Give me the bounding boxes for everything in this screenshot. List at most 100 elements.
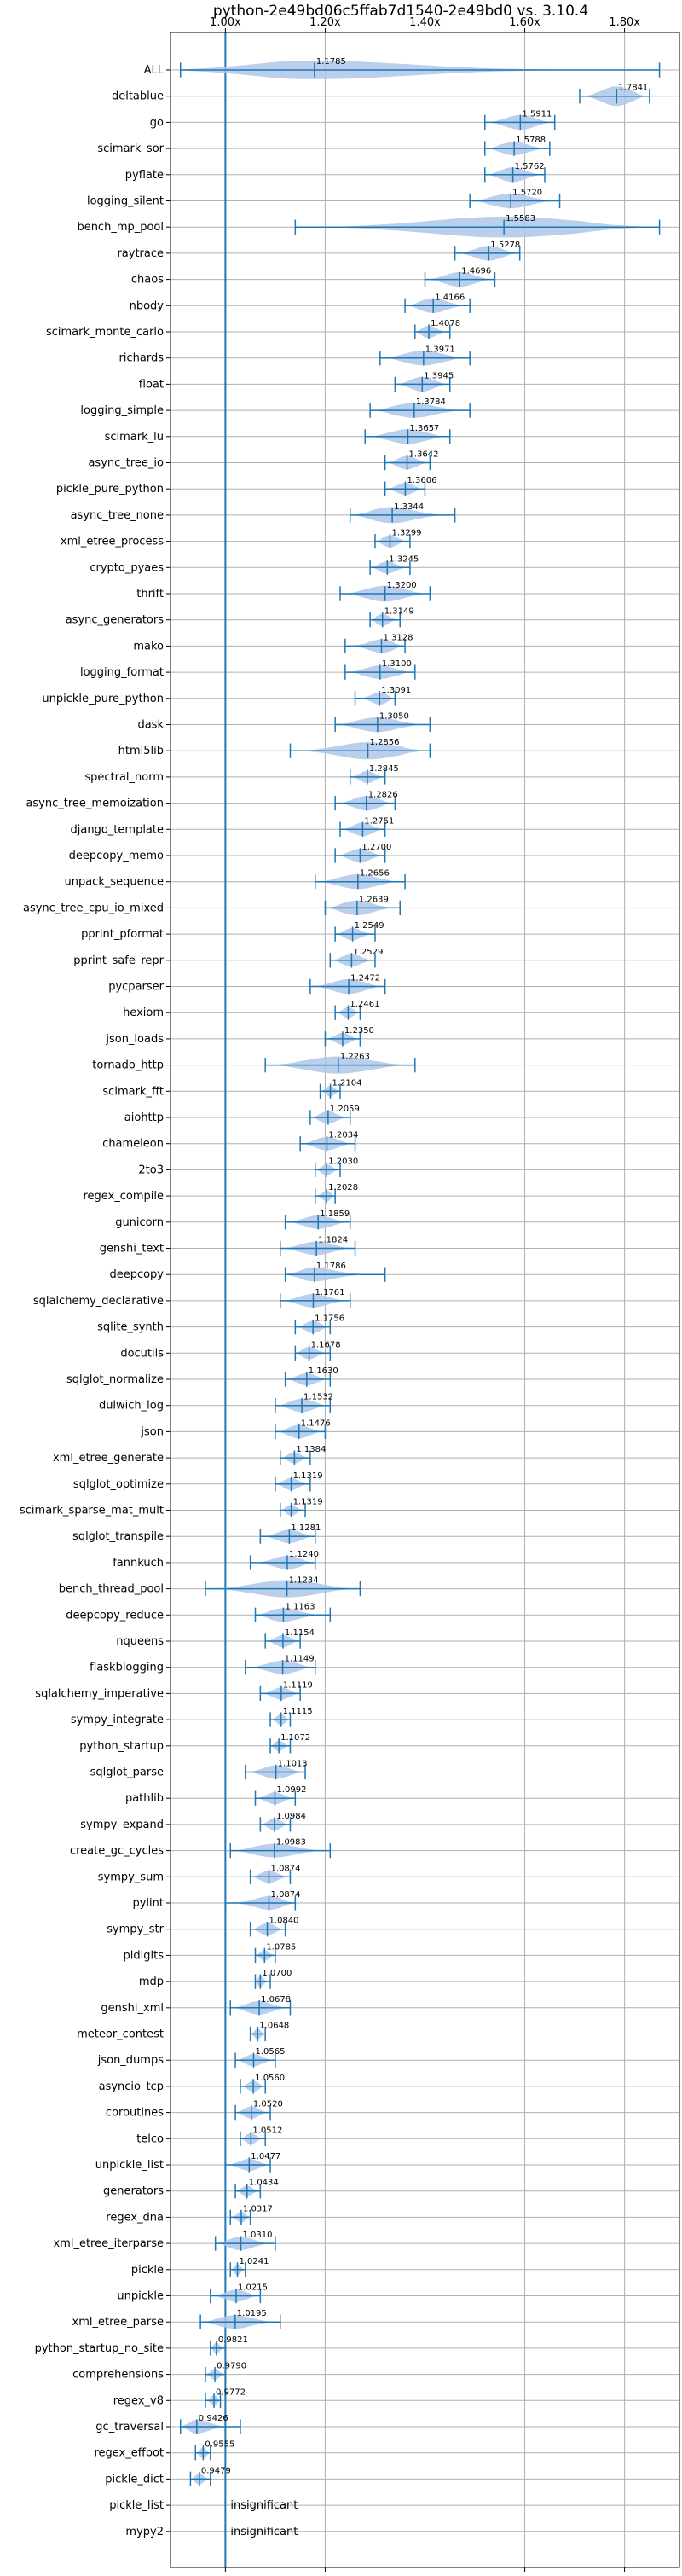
benchmark-label: hexiom (123, 1007, 164, 1019)
median-label: 1.5278 (490, 241, 520, 250)
benchmark-label: sqlalchemy_declarative (33, 1295, 164, 1308)
benchmark-label: xml_etree_iterparse (53, 2237, 164, 2250)
benchmark-labels: ALL 1.1785 deltablue 1.7841 go 1.5911 scimark_… (20, 57, 648, 2538)
benchmark-label: sympy_str (107, 1923, 164, 1936)
benchmark-label: nbody (130, 299, 165, 312)
median-label: 1.0983 (276, 1838, 306, 1848)
median-label: 0.9790 (217, 2362, 246, 2371)
benchmark-label: scimark_fft (102, 1085, 164, 1098)
median-label: 1.0678 (261, 1995, 291, 2005)
benchmark-label: logging_silent (87, 195, 164, 208)
median-label: 1.7841 (618, 84, 648, 93)
median-label: 1.0434 (249, 2179, 279, 2188)
benchmark-label: chameleon (102, 1138, 164, 1151)
median-label: 1.4696 (461, 267, 491, 276)
median-label: 1.5788 (516, 136, 546, 145)
median-label: 1.1240 (289, 1550, 319, 1559)
median-label: 1.3050 (379, 712, 409, 722)
benchmark-label: async_generators (66, 614, 165, 627)
median-label: 1.1756 (315, 1314, 344, 1324)
benchmark-label: pickle_list (109, 2499, 164, 2512)
benchmark-label: unpack_sequence (64, 876, 164, 889)
plot-frame (170, 32, 680, 2568)
benchmark-label: deepcopy_memo (69, 850, 164, 862)
insignificant-label: insignificant (230, 2526, 298, 2538)
benchmark-label: create_gc_cycles (70, 1845, 164, 1858)
median-label: 1.2030 (328, 1157, 358, 1166)
benchmark-label: sqlglot_normalize (66, 1373, 164, 1386)
median-label: 1.3149 (384, 607, 414, 617)
median-label: 1.0512 (252, 2126, 282, 2135)
median-label: 1.3128 (383, 633, 413, 642)
benchmark-label: gunicorn (115, 1216, 164, 1229)
x-tick-label-top: 1.80x (609, 16, 640, 29)
median-label: 1.0874 (271, 1864, 301, 1873)
median-label: 1.2350 (344, 1026, 374, 1036)
benchmark-label: genshi_xml (101, 2002, 164, 2015)
benchmark-label: python_startup_no_site (35, 2342, 164, 2355)
benchmark-label: unpickle_list (95, 2159, 164, 2172)
benchmark-label: genshi_text (100, 1243, 164, 1256)
benchmark-label: async_tree_none (71, 509, 164, 522)
median-label: 1.0310 (243, 2231, 273, 2240)
benchmark-label: pprint_safe_repr (73, 954, 164, 967)
median-label: 1.1859 (320, 1210, 350, 1219)
violins (179, 32, 661, 2567)
median-label: 1.1072 (280, 1733, 310, 1743)
benchmark-label: docutils (120, 1347, 164, 1360)
median-label: 0.9426 (199, 2414, 228, 2423)
benchmark-label: sympy_integrate (71, 1714, 164, 1726)
median-label: 1.5762 (515, 162, 545, 171)
x-tick-label-top: 1.20x (309, 16, 341, 29)
benchmark-label: async_tree_memoization (26, 798, 164, 810)
median-label: 1.3784 (416, 397, 446, 407)
benchmark-label: raytrace (117, 247, 164, 260)
benchmark-label: go (150, 116, 164, 129)
median-label: 1.0477 (251, 2152, 280, 2161)
benchmark-label: deepcopy_reduce (66, 1609, 164, 1622)
median-label: 1.1678 (311, 1340, 341, 1349)
median-label: 1.0565 (255, 2047, 285, 2057)
benchmark-label: scimark_monte_carlo (46, 326, 164, 339)
median-label: 1.1281 (291, 1523, 321, 1533)
benchmark-label: unpickle_pure_python (42, 693, 164, 705)
median-label: 1.0241 (239, 2257, 269, 2266)
benchmark-label: deltablue (112, 90, 164, 103)
benchmark-label: html5lib (118, 745, 164, 757)
x-tick-label-top: 1.60x (509, 16, 540, 29)
benchmark-label: pidigits (124, 1949, 165, 1962)
benchmark-label: regex_dna (106, 2211, 164, 2224)
x-tick-label-top: 1.40x (409, 16, 441, 29)
median-label: 1.2028 (328, 1183, 358, 1192)
median-label: 1.4166 (435, 293, 465, 302)
median-label: 1.2700 (361, 843, 391, 852)
benchmark-label: async_tree_io (88, 457, 164, 470)
benchmark-label: pprint_pformat (81, 928, 164, 941)
median-label: 1.3642 (409, 450, 439, 460)
median-label: 1.2845 (369, 764, 399, 774)
benchmark-label: sqlalchemy_imperative (35, 1687, 164, 1700)
benchmark-label: telco (136, 2132, 164, 2145)
median-label: 0.9772 (216, 2387, 246, 2397)
median-label: 1.2104 (332, 1078, 362, 1088)
median-label: 1.1163 (285, 1602, 315, 1611)
median-label: 1.0984 (276, 1812, 306, 1821)
median-label: 1.3344 (394, 502, 424, 512)
median-label: 1.2034 (328, 1131, 358, 1140)
benchmark-label: aiohttp (124, 1111, 164, 1124)
median-label: 1.3945 (424, 371, 454, 380)
median-label: 1.3299 (391, 529, 421, 538)
median-label: 0.9555 (205, 2440, 234, 2450)
median-label: 0.9821 (218, 2335, 248, 2345)
median-label: 1.5583 (506, 214, 535, 223)
benchmark-label: richards (119, 352, 165, 365)
median-label: 1.1532 (303, 1393, 333, 1402)
benchmark-label: sqlglot_parse (90, 1767, 164, 1779)
median-label: 1.0520 (253, 2100, 283, 2109)
benchmark-label: generators (103, 2185, 164, 2198)
benchmark-label: crypto_pyaes (90, 561, 164, 574)
median-label: 1.2549 (355, 921, 384, 931)
median-label: 1.1115 (283, 1707, 313, 1716)
median-label: 1.2751 (364, 816, 394, 826)
